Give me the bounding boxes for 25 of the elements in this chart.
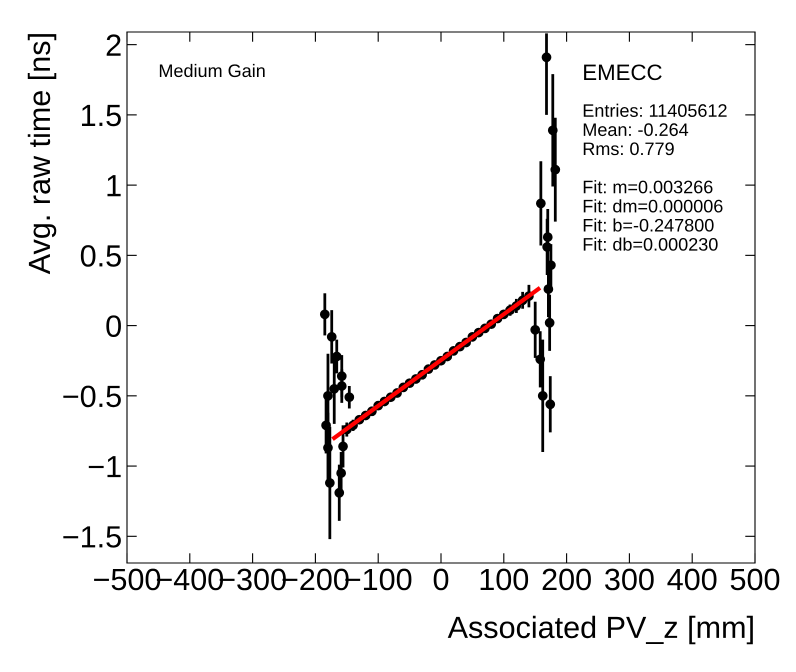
annotation: Fit: db=0.000230 [584, 237, 718, 251]
annotation: Medium Gain [160, 64, 265, 78]
y-tick-label: 1.5 [82, 104, 121, 126]
x-tick-label: 200 [542, 568, 591, 590]
annotation: Mean: -0.264 [584, 123, 688, 136]
annotation: Rms: 0.779 [584, 142, 674, 156]
annotation: Fit: m=0.003266 [584, 180, 712, 194]
annotation: Fit: dm=0.000006 [584, 199, 723, 213]
x-tick-label: 300 [605, 568, 654, 590]
y-axis-title: Avg. raw time [ns] [28, 34, 56, 274]
y-tick-label: −0.5 [63, 386, 121, 408]
y-tick-label: 0 [106, 315, 121, 337]
x-tick-label: 0 [434, 568, 448, 590]
y-tick-label: −1 [88, 456, 121, 478]
annotation: Fit: b=-0.247800 [584, 218, 714, 232]
y-tick-label: 2 [106, 34, 121, 56]
x-axis-title: Associated PV_z [mm] [448, 616, 753, 644]
annotation: EMECC [584, 64, 662, 80]
annotation: Entries: 11405612 [584, 104, 727, 117]
y-tick-label: 0.5 [80, 245, 121, 267]
x-tick-label: 500 [730, 568, 780, 590]
x-tick-label: 100 [480, 568, 528, 590]
x-tick-label: 400 [667, 568, 716, 590]
y-tick-label: −1.5 [63, 526, 121, 548]
y-tick-label: 1 [107, 175, 121, 196]
